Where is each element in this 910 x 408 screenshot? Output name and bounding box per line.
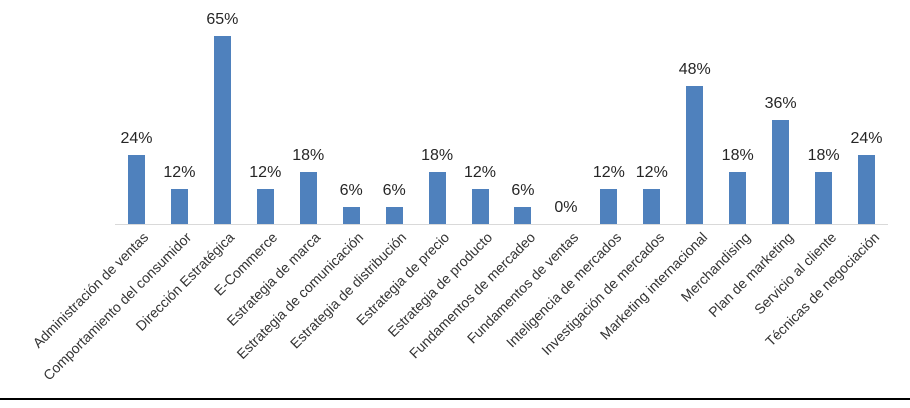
bar-value-label: 12% [592, 164, 625, 181]
bar-value-label: 24% [850, 130, 883, 147]
bar [600, 189, 618, 224]
bar-value-label: 18% [292, 147, 325, 164]
bar-value-label: 48% [678, 61, 711, 78]
bar [256, 189, 274, 224]
bar [686, 86, 704, 224]
bar [858, 155, 876, 224]
bar-value-label: 18% [721, 147, 754, 164]
bar [299, 172, 317, 224]
bar [428, 172, 446, 224]
bar [643, 189, 661, 224]
bar-value-label: 12% [163, 164, 196, 181]
bar [729, 172, 747, 224]
bottom-border-line [0, 398, 910, 400]
bar-value-label: 12% [635, 164, 668, 181]
bar-value-label: 65% [206, 11, 239, 28]
bar-value-label: 18% [421, 147, 454, 164]
bar-value-label: 36% [764, 95, 797, 112]
bar-value-label: 12% [249, 164, 282, 181]
bar [170, 189, 188, 224]
x-axis-line [115, 224, 888, 225]
bar [213, 36, 231, 224]
bar [514, 207, 532, 224]
bar-value-label: 24% [120, 130, 153, 147]
bar-value-label: 0% [554, 199, 578, 216]
bar [342, 207, 360, 224]
bar-value-label: 18% [807, 147, 840, 164]
bar-value-label: 6% [382, 182, 406, 199]
bar [471, 189, 489, 224]
bar-value-label: 6% [339, 182, 363, 199]
bar [385, 207, 403, 224]
bar-value-label: 12% [464, 164, 497, 181]
bar [127, 155, 145, 224]
bar [772, 120, 790, 224]
bar-value-label: 6% [511, 182, 535, 199]
bar [815, 172, 833, 224]
